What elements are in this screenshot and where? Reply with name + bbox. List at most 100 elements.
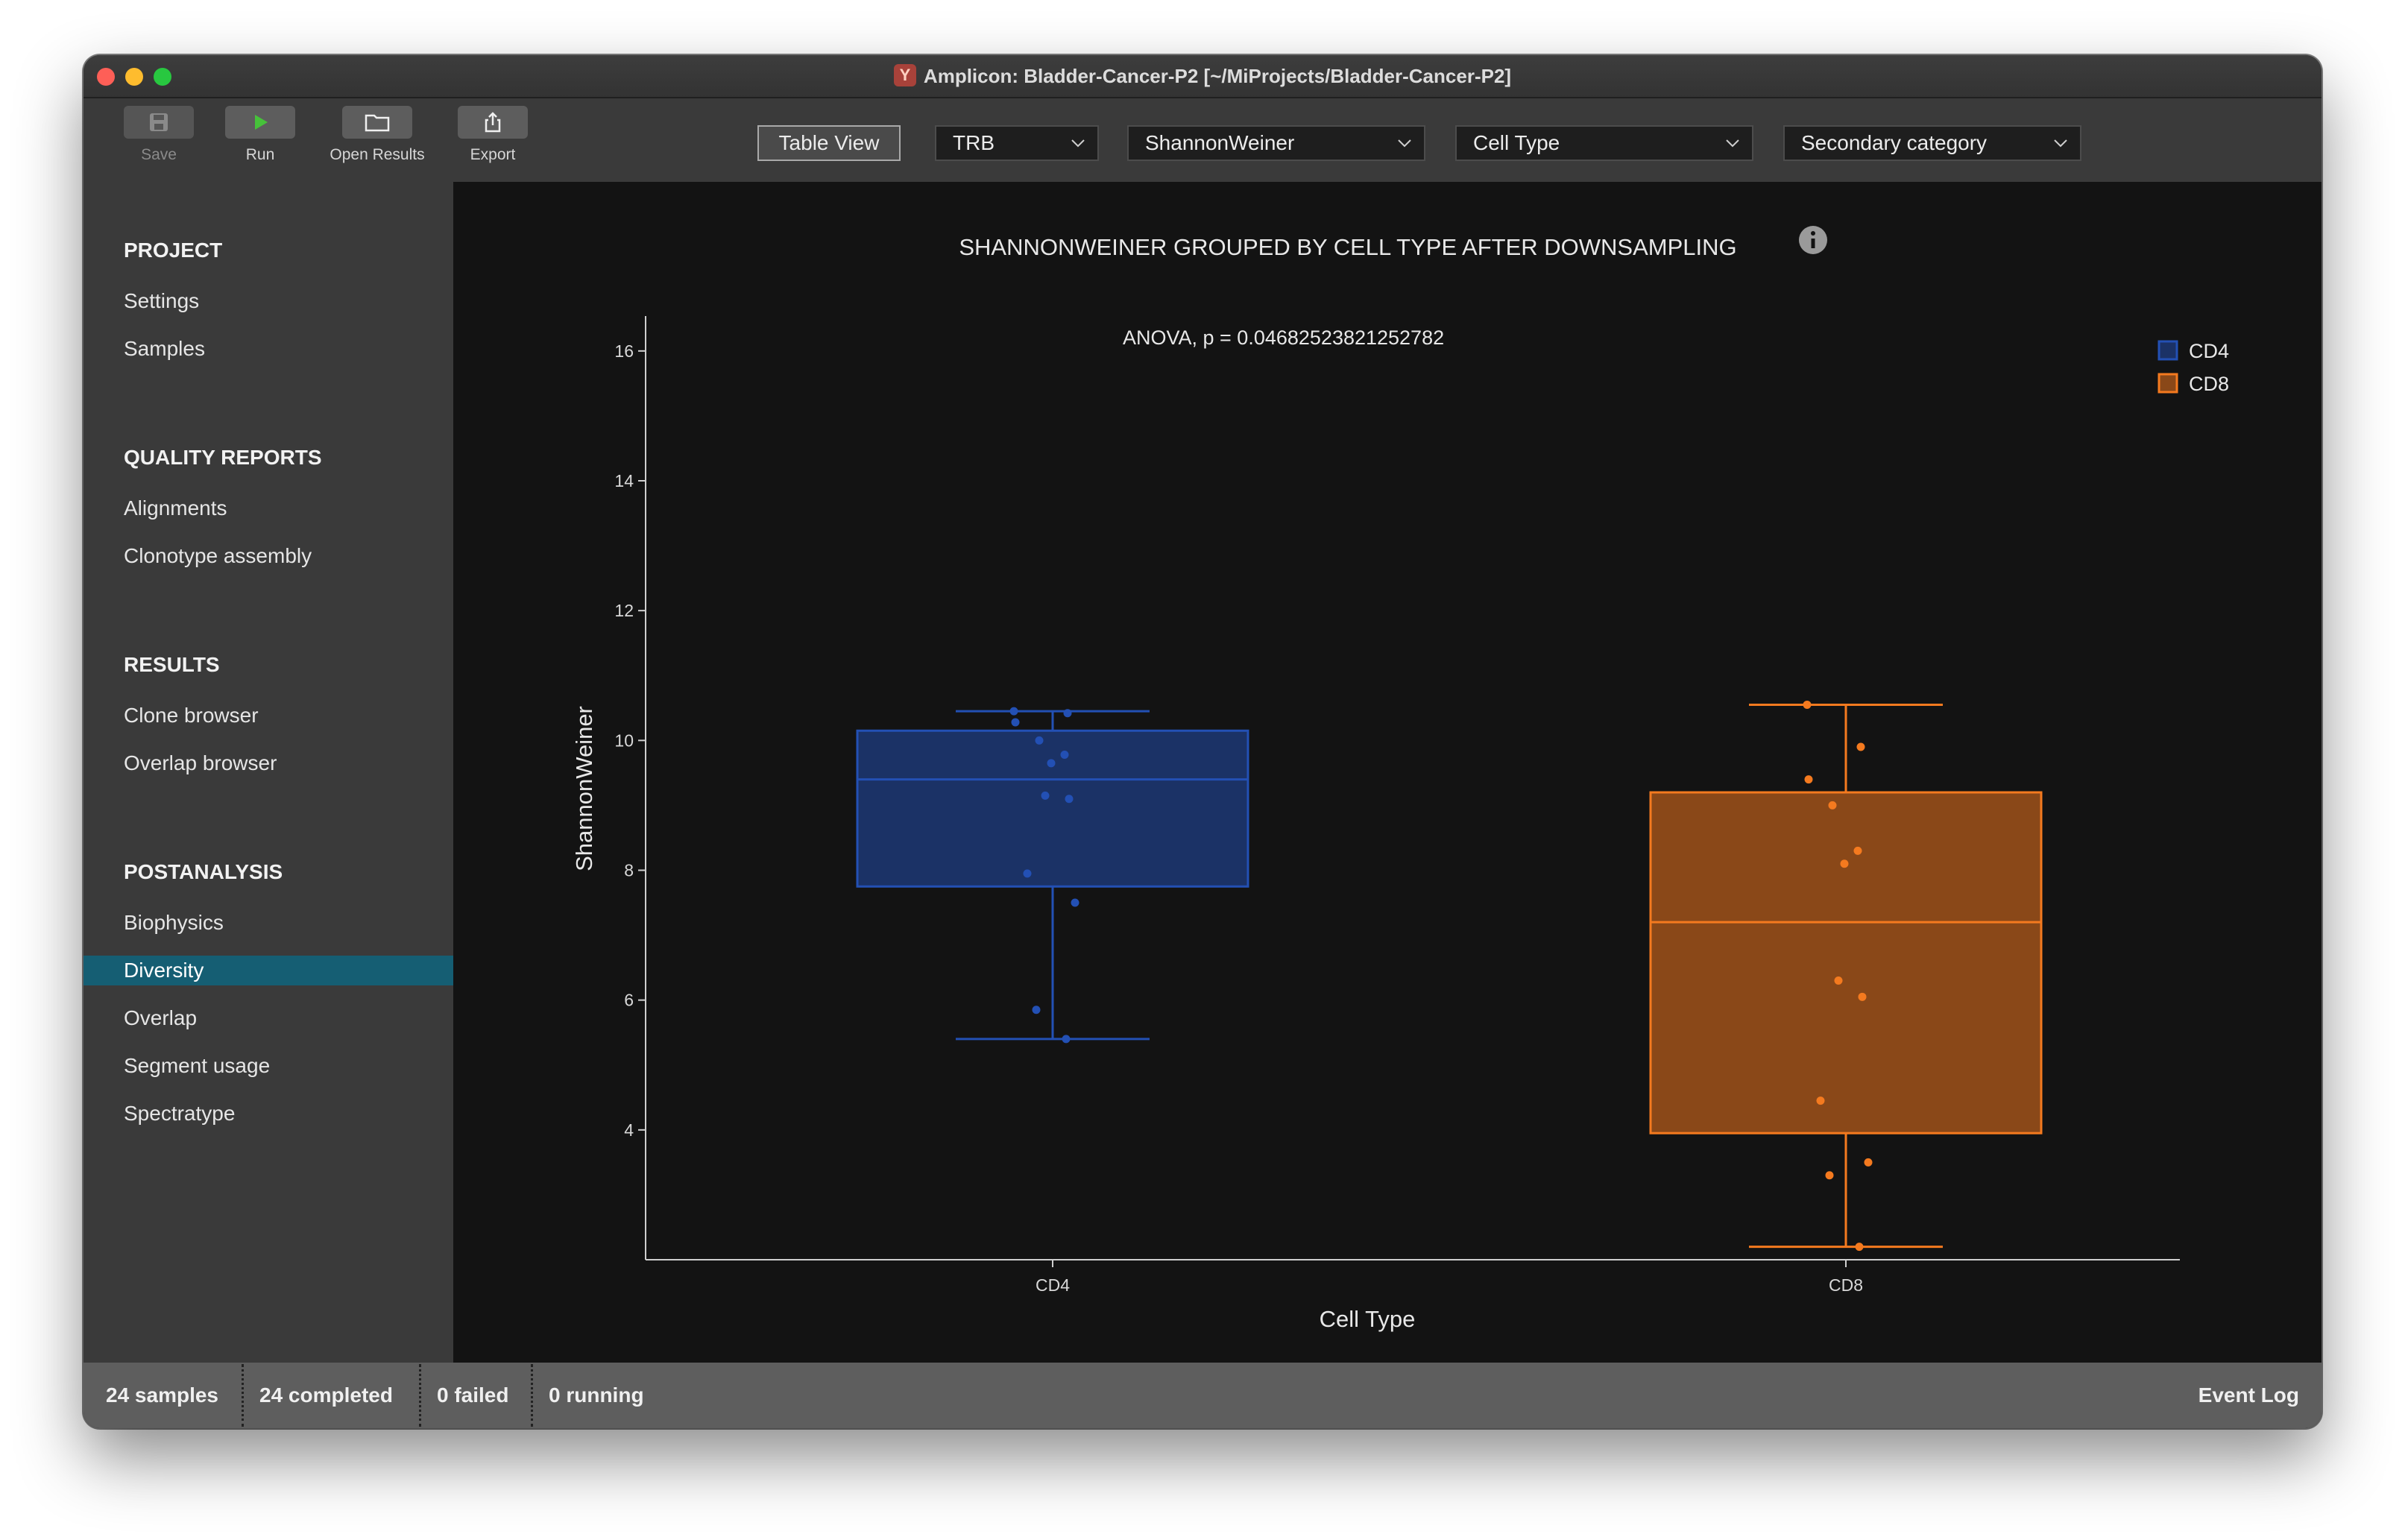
status-bar: 24 samples 24 completed 0 failed 0 runni… [83, 1363, 2322, 1428]
legend-swatch [2157, 340, 2178, 361]
section-title-quality-reports: QUALITY REPORTS [124, 446, 322, 469]
data-point[interactable] [1009, 707, 1018, 716]
data-point[interactable] [1825, 1171, 1834, 1180]
save-label: Save [141, 146, 177, 163]
data-point[interactable] [1063, 709, 1072, 718]
section-title-project: PROJECT [124, 239, 223, 262]
secondary-dropdown-value: Secondary category [1801, 131, 1988, 154]
data-point[interactable] [1047, 759, 1056, 768]
window-title-container: Y Amplicon: Bladder-Cancer-P2 [~/MiProjec… [83, 55, 2322, 97]
export-button[interactable]: Export [444, 106, 541, 164]
data-point[interactable] [1840, 859, 1849, 868]
data-point[interactable] [1023, 869, 1032, 878]
y-axis-label: ShannonWeiner [571, 706, 597, 871]
data-point[interactable] [1855, 1243, 1864, 1252]
chevron-down-icon [1726, 139, 1739, 148]
legend-label[interactable]: CD4 [2189, 340, 2229, 362]
sidebar-item-settings[interactable]: Settings [124, 289, 200, 312]
save-button[interactable]: Save [110, 106, 207, 164]
run-button[interactable]: Run [212, 106, 309, 164]
run-label: Run [245, 146, 275, 163]
share-icon [458, 106, 528, 139]
y-tick-label: 4 [624, 1120, 634, 1140]
sidebar-item-segment-usage[interactable]: Segment usage [124, 1054, 271, 1077]
play-icon [225, 106, 295, 139]
toolbar: Save Run Open Results Export Table View … [83, 98, 2322, 182]
status-divider [419, 1364, 421, 1427]
data-point[interactable] [1035, 736, 1044, 745]
data-point[interactable] [1858, 992, 1867, 1001]
group-dropdown-value: Cell Type [1473, 131, 1560, 154]
metric-dropdown[interactable]: ShannonWeiner [1127, 125, 1425, 161]
anova-annotation: ANOVA, p = 0.04682523821252782 [1123, 326, 1444, 349]
title-bar: Y Amplicon: Bladder-Cancer-P2 [~/MiProjec… [83, 55, 2322, 98]
table-view-button[interactable]: Table View [757, 125, 901, 161]
sidebar-item-alignments[interactable]: Alignments [124, 496, 227, 520]
info-icon[interactable] [1799, 226, 1827, 254]
box-plot-chart: SHANNONWEINER GROUPED BY CELL TYPE AFTER… [571, 226, 2229, 1332]
chain-dropdown[interactable]: TRB [935, 125, 1099, 161]
sidebar-active-highlight [83, 956, 453, 985]
close-window-button[interactable] [97, 68, 115, 86]
event-log-button[interactable]: Event Log [2198, 1383, 2299, 1407]
data-point[interactable] [1834, 976, 1843, 985]
legend-swatch [2157, 373, 2178, 394]
secondary-category-dropdown[interactable]: Secondary category [1783, 125, 2081, 161]
box-cd4 [856, 707, 1249, 1044]
sidebar-item-diversity[interactable]: Diversity [124, 959, 204, 982]
x-axis-label: Cell Type [1320, 1306, 1416, 1332]
y-tick-label: 14 [614, 471, 634, 490]
status-divider [242, 1364, 244, 1427]
sidebar-item-clone-browser[interactable]: Clone browser [124, 704, 259, 727]
app-window: Y Amplicon: Bladder-Cancer-P2 [~/MiProjec… [83, 55, 2322, 1428]
y-tick-label: 10 [614, 730, 634, 750]
y-tick-label: 12 [614, 601, 634, 620]
export-label: Export [470, 146, 516, 163]
sidebar-item-overlap[interactable]: Overlap [124, 1006, 198, 1029]
maximize-window-button[interactable] [154, 68, 171, 86]
chevron-down-icon [2054, 139, 2067, 148]
y-tick-label: 8 [624, 861, 634, 880]
section-title-postanalysis: POSTANALYSIS [124, 860, 283, 883]
data-point[interactable] [1856, 742, 1865, 751]
data-point[interactable] [1060, 750, 1069, 759]
data-point[interactable] [1804, 775, 1813, 784]
save-icon [124, 106, 194, 139]
open-results-button[interactable]: Open Results [327, 106, 428, 164]
folder-icon [342, 106, 412, 139]
sidebar-item-spectratype[interactable]: Spectratype [124, 1102, 236, 1125]
data-point[interactable] [1071, 898, 1079, 907]
sidebar-item-biophysics[interactable]: Biophysics [124, 911, 224, 934]
data-point[interactable] [1853, 846, 1862, 855]
data-point[interactable] [1803, 700, 1812, 709]
data-point[interactable] [1062, 1035, 1071, 1044]
box-iqr[interactable] [1649, 791, 2043, 1135]
legend-label[interactable]: CD8 [2189, 373, 2229, 395]
group-dropdown[interactable]: Cell Type [1455, 125, 1753, 161]
box-iqr[interactable] [856, 729, 1249, 888]
data-point[interactable] [1816, 1096, 1825, 1105]
data-point[interactable] [1828, 801, 1837, 810]
data-point[interactable] [1011, 718, 1020, 727]
data-point[interactable] [1864, 1158, 1873, 1167]
x-tick-label: CD4 [1036, 1275, 1070, 1295]
status-failed: 0 failed [437, 1383, 509, 1407]
status-samples: 24 samples [106, 1383, 218, 1407]
minimize-window-button[interactable] [125, 68, 143, 86]
sidebar-item-samples[interactable]: Samples [124, 337, 205, 360]
app-logo-icon: Y [893, 64, 916, 87]
data-point[interactable] [1032, 1006, 1041, 1014]
chevron-down-icon [1398, 139, 1411, 148]
sidebar-item-clonotype-assembly[interactable]: Clonotype assembly [124, 544, 312, 567]
status-divider [531, 1364, 533, 1427]
data-point[interactable] [1065, 795, 1074, 804]
x-tick-label: CD8 [1829, 1275, 1863, 1295]
chart-panel: SHANNONWEINER GROUPED BY CELL TYPE AFTER… [453, 182, 2322, 1363]
chain-dropdown-value: TRB [953, 131, 995, 154]
sidebar: PROJECT Settings Samples QUALITY REPORTS… [83, 182, 453, 1363]
data-point[interactable] [1041, 791, 1050, 800]
chevron-down-icon [1071, 139, 1085, 148]
sidebar-item-overlap-browser[interactable]: Overlap browser [124, 751, 277, 774]
status-running: 0 running [549, 1383, 644, 1407]
open-results-label: Open Results [330, 146, 425, 163]
